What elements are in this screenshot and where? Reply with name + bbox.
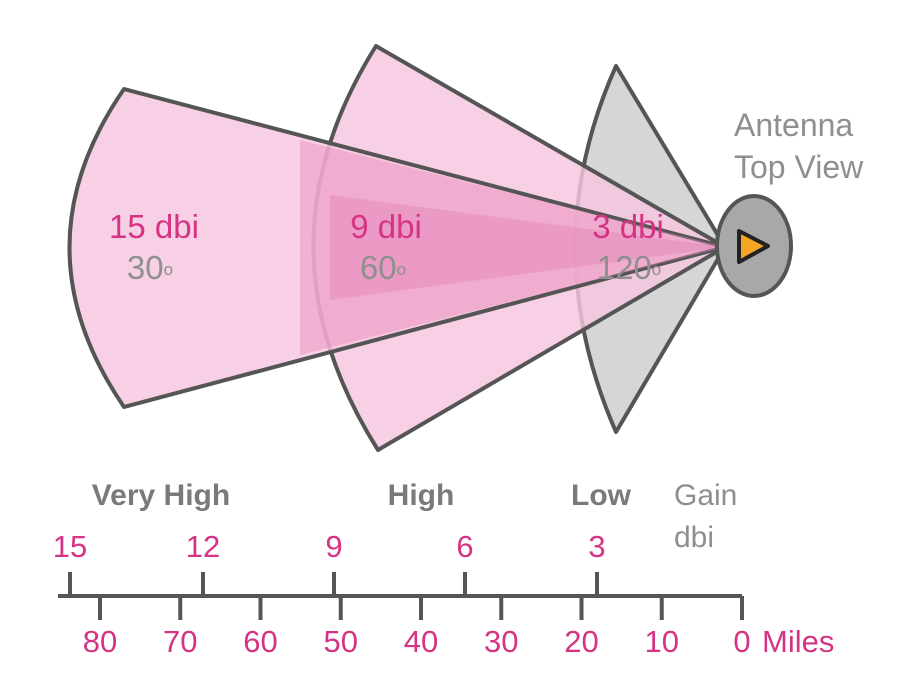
gain-axis-title-line2: dbi [674, 521, 714, 554]
beam-angle-label: 60o [360, 249, 406, 286]
beam-gain-label: 3 dbi [592, 208, 664, 245]
distance-unit-label: Miles [762, 624, 834, 659]
distance-tick-label: 30 [484, 624, 518, 659]
distance-tick-label: 50 [324, 624, 358, 659]
play-triangle-icon [737, 229, 770, 264]
gain-tick-label: 9 [325, 529, 342, 564]
beam-core [300, 140, 725, 355]
gain-axis-title-line1: Gain [674, 479, 737, 512]
distance-tick-label: 20 [564, 624, 598, 659]
beam-angle-label: 120o [597, 249, 662, 286]
gain-tick-label: 6 [456, 529, 473, 564]
distance-tick-label: 10 [645, 624, 679, 659]
gain-category-label: High [388, 479, 455, 512]
distance-ticks: 80 70 60 50 40 30 20 10 0 [83, 596, 751, 659]
gain-ticks: 15 12 9 6 3 [53, 529, 606, 596]
antenna-label-line2: Top View [734, 149, 864, 185]
beam-angle-label: 30o [127, 249, 173, 286]
antenna-label-line1: Antenna [734, 107, 853, 143]
gain-tick-label: 3 [588, 529, 605, 564]
distance-tick-label: 40 [404, 624, 438, 659]
distance-tick-label: 80 [83, 624, 117, 659]
beam-gain-label: 15 dbi [109, 208, 199, 245]
gain-category-label: Low [571, 479, 632, 512]
distance-tick-label: 0 [733, 624, 750, 659]
beam-gain-label: 9 dbi [350, 208, 422, 245]
beam-very-high-30 [67, 87, 727, 409]
distance-tick-label: 70 [163, 624, 197, 659]
gain-tick-label: 12 [186, 529, 220, 564]
distance-tick-label: 60 [243, 624, 277, 659]
beam-core-inner [330, 195, 725, 300]
gain-tick-label: 15 [53, 529, 87, 564]
gain-category-label: Very High [92, 479, 230, 512]
